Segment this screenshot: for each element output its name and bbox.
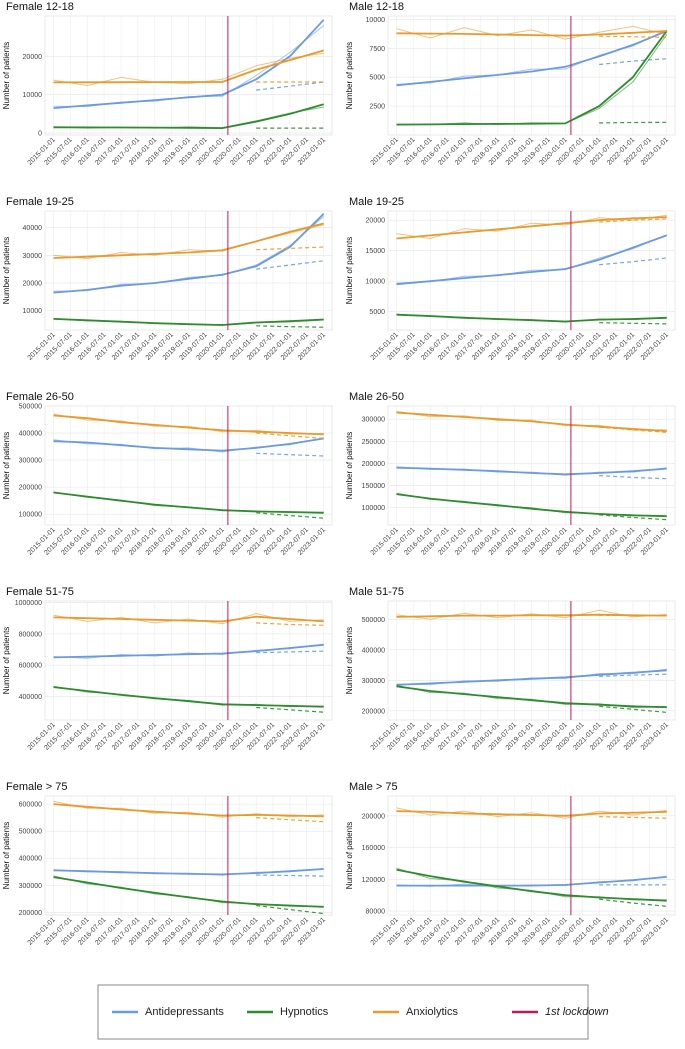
legend-label: Antidepressants: [145, 1006, 224, 1018]
y-tick-label: 10000: [23, 92, 43, 99]
y-tick-label: 0: [38, 131, 42, 138]
y-tick-label: 400000: [362, 647, 385, 654]
y-tick-label: 200000: [19, 485, 42, 492]
panel-title: Male 19-25: [349, 196, 404, 208]
panel-title: Female 12-18: [6, 1, 74, 13]
y-tick-label: 20000: [366, 218, 386, 225]
y-tick-label: 500000: [19, 404, 42, 411]
y-tick-label: 20000: [23, 280, 43, 287]
y-tick-label: 10000: [366, 279, 386, 286]
y-axis-label: Number of patients: [2, 627, 11, 695]
y-tick-label: 200000: [362, 461, 385, 468]
y-axis-label: Number of patients: [345, 42, 354, 110]
y-tick-label: 500000: [19, 829, 42, 836]
y-axis-label: Number of patients: [2, 822, 11, 890]
legend-label: Anxiolytics: [406, 1006, 458, 1018]
y-tick-label: 10000: [366, 17, 386, 24]
y-tick-label: 30000: [23, 253, 43, 260]
y-tick-label: 40000: [23, 225, 43, 232]
y-tick-label: 100000: [19, 512, 42, 519]
y-tick-label: 600000: [19, 663, 42, 670]
y-tick-label: 5000: [369, 75, 385, 82]
y-tick-label: 1000000: [15, 600, 42, 607]
legend-label: 1st lockdown: [545, 1006, 609, 1018]
y-axis-label: Number of patients: [2, 42, 11, 110]
y-tick-label: 20000: [23, 54, 43, 61]
y-tick-label: 800000: [19, 631, 42, 638]
y-tick-label: 200000: [19, 910, 42, 917]
y-axis-label: Number of patients: [345, 432, 354, 500]
y-tick-label: 300000: [19, 883, 42, 890]
y-tick-label: 10000: [23, 308, 43, 315]
y-tick-label: 250000: [362, 439, 385, 446]
legend-label: Hypnotics: [280, 1006, 329, 1018]
panel-title: Male 51-75: [349, 586, 404, 598]
y-tick-label: 120000: [362, 877, 385, 884]
y-axis-label: Number of patients: [2, 237, 11, 305]
y-tick-label: 2500: [369, 104, 385, 111]
panel-title: Female > 75: [6, 781, 67, 793]
y-tick-label: 300000: [362, 678, 385, 685]
y-axis-label: Number of patients: [345, 237, 354, 305]
y-axis-label: Number of patients: [345, 822, 354, 890]
panel-title: Male 26-50: [349, 391, 404, 403]
y-tick-label: 80000: [366, 909, 386, 916]
y-tick-label: 15000: [366, 248, 386, 255]
y-tick-label: 7500: [369, 46, 385, 53]
y-axis-label: Number of patients: [2, 432, 11, 500]
panel-title: Female 26-50: [6, 391, 74, 403]
y-axis-label: Number of patients: [345, 627, 354, 695]
y-tick-label: 200000: [362, 813, 385, 820]
y-tick-label: 5000: [369, 309, 385, 316]
panel-title: Female 51-75: [6, 586, 74, 598]
y-tick-label: 400000: [19, 694, 42, 701]
y-tick-label: 150000: [362, 483, 385, 490]
y-tick-label: 500000: [362, 617, 385, 624]
panel-title: Male 12-18: [349, 1, 404, 13]
y-tick-label: 600000: [19, 802, 42, 809]
panel-title: Female 19-25: [6, 196, 74, 208]
y-tick-label: 400000: [19, 431, 42, 438]
y-tick-label: 200000: [362, 708, 385, 715]
y-tick-label: 300000: [362, 417, 385, 424]
y-tick-label: 100000: [362, 505, 385, 512]
panel-title: Male > 75: [349, 781, 398, 793]
y-tick-label: 300000: [19, 458, 42, 465]
y-tick-label: 160000: [362, 845, 385, 852]
y-tick-label: 400000: [19, 856, 42, 863]
